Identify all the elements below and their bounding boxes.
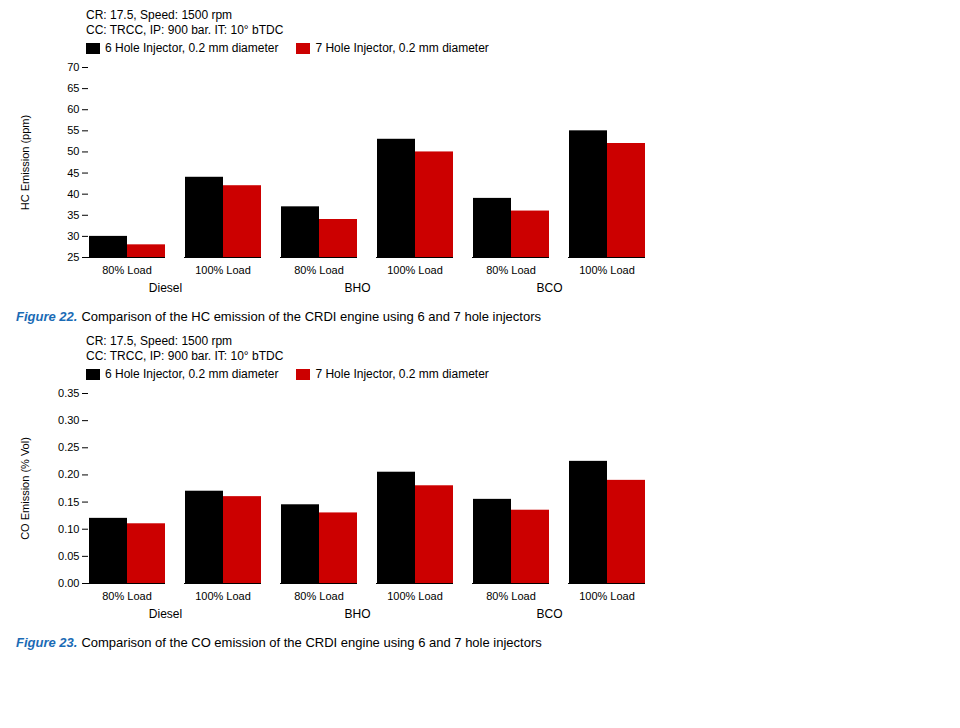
svg-text:100% Load: 100% Load (195, 264, 251, 276)
svg-text:60: 60 (67, 103, 79, 115)
svg-text:80% Load: 80% Load (294, 264, 344, 276)
svg-text:100% Load: 100% Load (579, 264, 635, 276)
html-text:CR: 17.5, Speed: 1500 rpm: CR: 17.5, Speed: 1500 rpm (86, 8, 233, 22)
svg-text:Diesel: Diesel (149, 607, 182, 621)
svg-text:55: 55 (67, 124, 79, 136)
html-text:7 Hole Injector, 0.2 mm diamet: 7 Hole Injector, 0.2 mm diameter (315, 41, 489, 55)
svg-text:100% Load: 100% Load (387, 590, 443, 602)
svg-text:80% Load: 80% Load (102, 590, 152, 602)
svg-text:35: 35 (67, 209, 79, 221)
svg-text:30: 30 (67, 230, 79, 242)
svg-text:CO Emission (% Vol): CO Emission (% Vol) (19, 437, 31, 540)
svg-text:0.30: 0.30 (58, 414, 79, 426)
html-text:CR: 17.5, Speed: 1500 rpm: CR: 17.5, Speed: 1500 rpm (86, 334, 233, 348)
svg-text:100% Load: 100% Load (195, 590, 251, 602)
svg-text:BCO: BCO (536, 281, 562, 295)
svg-text:BCO: BCO (536, 607, 562, 621)
svg-text:100% Load: 100% Load (387, 264, 443, 276)
html-text:CC: TRCC, IP: 900 bar. IT: 10°: CC: TRCC, IP: 900 bar. IT: 10° bTDC (86, 23, 284, 37)
svg-text:45: 45 (67, 167, 79, 179)
svg-text:0.00: 0.00 (58, 577, 79, 589)
svg-text:Diesel: Diesel (149, 281, 182, 295)
svg-text:BHO: BHO (344, 607, 370, 621)
svg-text:50: 50 (67, 145, 79, 157)
html-text:Figure 22. Comparison of the H: Figure 22. Comparison of the HC emission… (16, 309, 541, 324)
svg-text:0.25: 0.25 (58, 441, 79, 453)
svg-text:0.15: 0.15 (58, 496, 79, 508)
svg-text:0.05: 0.05 (58, 550, 79, 562)
svg-text:0.20: 0.20 (58, 468, 79, 480)
svg-text:65: 65 (67, 82, 79, 94)
html-text:6 Hole Injector, 0.2 mm diamet: 6 Hole Injector, 0.2 mm diameter (105, 367, 279, 381)
html-text:6 Hole Injector, 0.2 mm diamet: 6 Hole Injector, 0.2 mm diameter (105, 41, 279, 55)
html-text:CC: TRCC, IP: 900 bar. IT: 10°: CC: TRCC, IP: 900 bar. IT: 10° bTDC (86, 349, 284, 363)
svg-text:100% Load: 100% Load (579, 590, 635, 602)
html-text:Figure 23. Comparison of the C: Figure 23. Comparison of the CO emission… (16, 635, 542, 650)
svg-text:0.35: 0.35 (58, 387, 79, 399)
svg-text:80% Load: 80% Load (294, 590, 344, 602)
svg-text:80% Load: 80% Load (486, 590, 536, 602)
svg-text:40: 40 (67, 188, 79, 200)
svg-text:80% Load: 80% Load (102, 264, 152, 276)
svg-text:HC Emission (ppm): HC Emission (ppm) (19, 115, 31, 210)
html-text:7 Hole Injector, 0.2 mm diamet: 7 Hole Injector, 0.2 mm diameter (315, 367, 489, 381)
svg-text:25: 25 (67, 251, 79, 263)
svg-text:80% Load: 80% Load (486, 264, 536, 276)
svg-text:BHO: BHO (344, 281, 370, 295)
svg-text:0.10: 0.10 (58, 523, 79, 535)
svg-text:70: 70 (67, 61, 79, 73)
